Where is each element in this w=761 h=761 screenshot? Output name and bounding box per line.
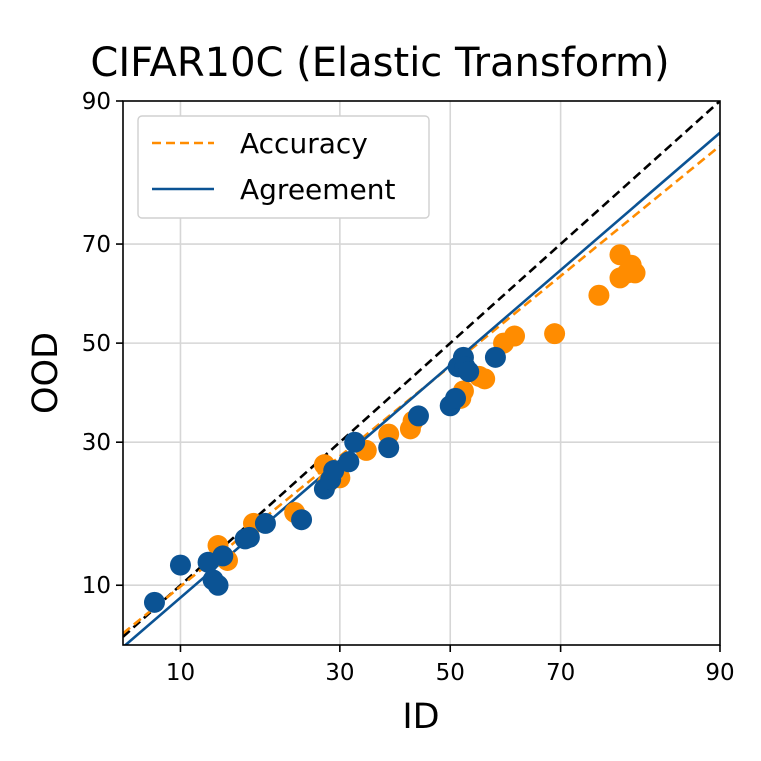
y-tick-label: 10: [82, 573, 111, 599]
ticks: 10 30 50 70 90 10 30 50 70 90: [82, 89, 735, 686]
x-tick-label: 70: [546, 660, 575, 686]
legend: Accuracy Agreement: [137, 115, 430, 219]
x-tick-label: 30: [325, 660, 354, 686]
axes-frame: [122, 100, 721, 646]
y-tick-label: 90: [82, 89, 111, 115]
y-tick-label: 70: [82, 232, 111, 258]
y-tick-label: 50: [82, 331, 111, 357]
point-agreement: [254, 512, 276, 534]
x-axis-label: ID: [402, 697, 439, 737]
point-accuracy: [624, 262, 646, 284]
point-agreement: [458, 361, 480, 383]
point-agreement: [212, 545, 234, 567]
point-agreement: [378, 437, 400, 459]
point-agreement: [445, 387, 467, 409]
point-agreement: [238, 526, 260, 548]
point-agreement: [207, 574, 229, 596]
chart-title: CIFAR10C (Elastic Transform): [90, 40, 669, 86]
point-agreement: [407, 405, 429, 427]
point-accuracy: [474, 368, 496, 390]
point-agreement: [291, 509, 313, 531]
point-agreement: [169, 554, 191, 576]
point-accuracy: [504, 325, 526, 347]
x-tick-label: 50: [436, 660, 465, 686]
legend-label-accuracy: Accuracy: [240, 127, 368, 160]
legend-label-agreement: Agreement: [240, 173, 396, 206]
point-agreement: [484, 346, 506, 368]
point-agreement: [143, 591, 165, 613]
legend-box: [137, 115, 430, 219]
x-tick-label: 10: [166, 660, 195, 686]
point-agreement: [338, 451, 360, 473]
x-tick-label: 90: [705, 660, 734, 686]
point-accuracy: [588, 284, 610, 306]
y-axis-label: OOD: [26, 332, 66, 414]
point-agreement: [344, 431, 366, 453]
y-tick-label: 30: [82, 430, 111, 456]
point-accuracy: [544, 323, 566, 345]
